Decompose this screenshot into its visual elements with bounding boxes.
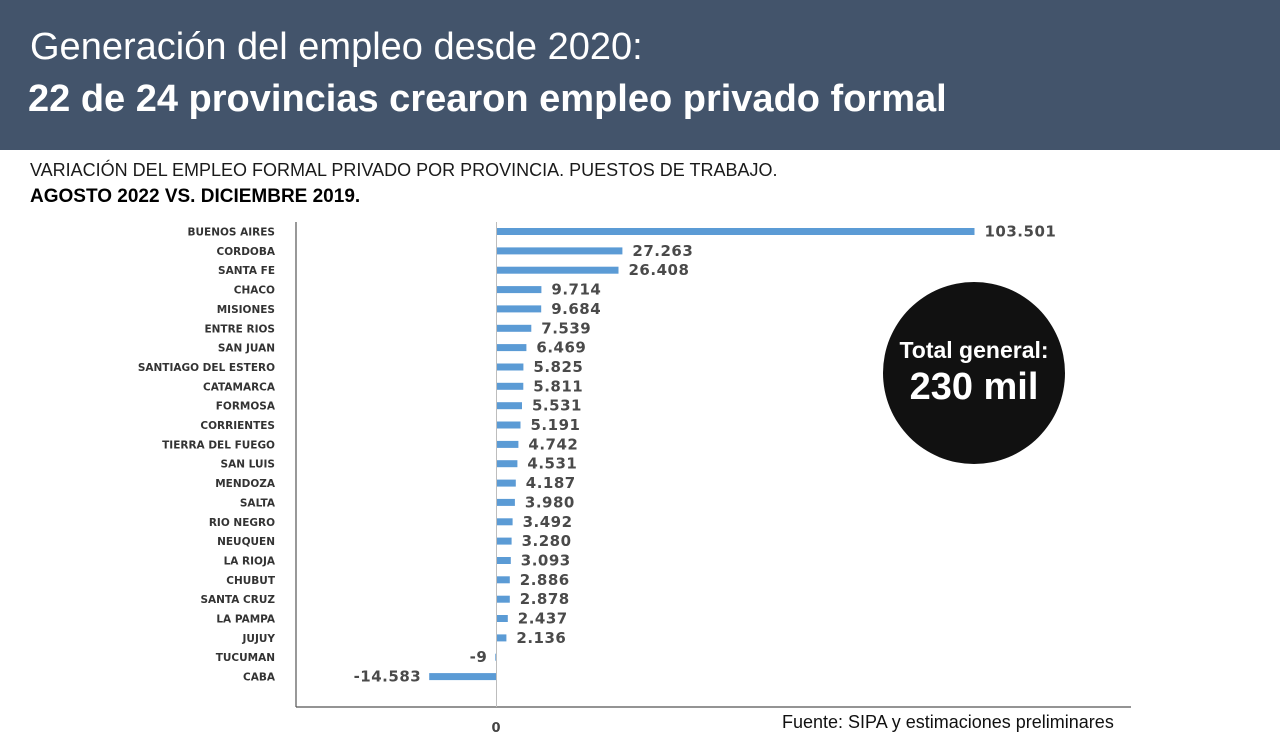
bar-misiones: [496, 305, 542, 313]
bar-la-pampa: [496, 615, 508, 622]
value-label: 7.539: [541, 319, 591, 337]
value-label: -14.583: [354, 668, 422, 686]
source-note: Fuente: SIPA y estimaciones preliminares: [782, 712, 1114, 732]
category-label: SAN JUAN: [218, 343, 275, 355]
bar-mendoza: [496, 479, 516, 487]
value-label: 2.437: [518, 610, 568, 628]
bar-santa-cruz: [496, 595, 510, 603]
bar-tucuman: [495, 653, 497, 661]
value-label: 3.492: [523, 513, 573, 531]
bar-buenos-aires: [496, 228, 975, 235]
value-label: 5.531: [532, 397, 582, 415]
bar-chart: BUENOS AIRES 103.501 CORDOBA 27.263 SANTA FE…: [138, 222, 1131, 736]
bar-santa-fe: [496, 266, 619, 274]
category-label: CATAMARCA: [203, 381, 276, 393]
value-label: 103.501: [985, 223, 1057, 241]
bars-group: [429, 228, 975, 681]
category-label: JUJUY: [242, 633, 276, 645]
bar-jujuy: [496, 634, 507, 642]
bar-chaco: [496, 286, 542, 294]
category-label: CHUBUT: [226, 575, 276, 587]
bar-san-luis: [496, 460, 518, 468]
x-tick-label-zero: 0: [491, 721, 500, 736]
category-label: MISIONES: [217, 304, 275, 316]
value-label: -9: [470, 648, 488, 666]
value-label: 26.408: [629, 261, 690, 279]
bar-rio-negro: [496, 518, 513, 526]
value-label: 4.742: [528, 435, 578, 453]
value-label: 27.263: [632, 242, 693, 260]
bar-neuquen: [496, 537, 512, 545]
value-label: 3.280: [522, 532, 572, 550]
category-label: FORMOSA: [216, 401, 276, 413]
value-label: 4.531: [527, 455, 577, 473]
value-label: 5.825: [533, 358, 583, 376]
category-label: TUCUMAN: [216, 652, 275, 664]
bar-la-rioja: [496, 557, 511, 564]
category-label: CORRIENTES: [200, 420, 275, 432]
value-label: 2.878: [520, 590, 570, 608]
bar-entre-rios: [496, 324, 532, 332]
category-label: SALTA: [240, 497, 276, 509]
category-label: ENTRE RIOS: [204, 323, 275, 335]
bar-formosa: [496, 402, 522, 410]
value-label: 4.187: [526, 474, 576, 492]
total-badge-value: 230 mil: [909, 366, 1039, 408]
value-label: 2.136: [516, 629, 566, 647]
bar-chubut: [496, 576, 510, 584]
total-badge-label: Total general:: [899, 337, 1049, 363]
value-label: 5.811: [533, 377, 583, 395]
header-title-line1: Generación del empleo desde 2020:: [30, 26, 643, 68]
category-label: SANTIAGO DEL ESTERO: [138, 362, 275, 374]
total-badge: Total general: 230 mil: [883, 282, 1065, 464]
category-label: TIERRA DEL FUEGO: [162, 439, 275, 451]
category-label: SANTA FE: [218, 265, 275, 277]
chart-subtitle-line1: VARIACIÓN DEL EMPLEO FORMAL PRIVADO POR …: [30, 160, 778, 180]
value-label: 6.469: [536, 339, 586, 357]
category-label: SANTA CRUZ: [200, 594, 275, 606]
value-label: 2.886: [520, 571, 570, 589]
value-label: 9.684: [551, 300, 601, 318]
chart-subtitle-line2: AGOSTO 2022 VS. DICIEMBRE 2019.: [30, 186, 361, 207]
bar-caba: [429, 673, 497, 681]
bar-santiago-del-estero: [496, 363, 524, 371]
header-banner: Generación del empleo desde 2020: 22 de …: [0, 0, 1280, 150]
bar-salta: [496, 498, 515, 506]
bar-cordoba: [496, 247, 623, 255]
category-label: CABA: [243, 672, 276, 684]
category-label: SAN LUIS: [221, 459, 275, 471]
category-label: CHACO: [234, 285, 275, 297]
category-label: MENDOZA: [215, 478, 276, 490]
header-title-line2: 22 de 24 provincias crearon empleo priva…: [28, 78, 947, 120]
category-label: RIO NEGRO: [209, 517, 275, 529]
bar-corrientes: [496, 421, 521, 429]
category-label: LA RIOJA: [224, 556, 276, 568]
bar-catamarca: [496, 382, 524, 390]
category-label: CORDOBA: [217, 246, 276, 258]
value-label: 3.980: [525, 493, 575, 511]
value-label: 5.191: [531, 416, 581, 434]
category-label: NEUQUEN: [217, 536, 275, 548]
bar-san-juan: [496, 344, 527, 352]
bar-tierra-del-fuego: [496, 440, 519, 448]
labels-group: BUENOS AIRES 103.501 CORDOBA 27.263 SANTA FE…: [138, 223, 1057, 686]
value-label: 3.093: [521, 552, 571, 570]
value-label: 9.714: [551, 281, 601, 299]
category-label: BUENOS AIRES: [188, 227, 276, 239]
category-label: LA PAMPA: [216, 614, 276, 626]
